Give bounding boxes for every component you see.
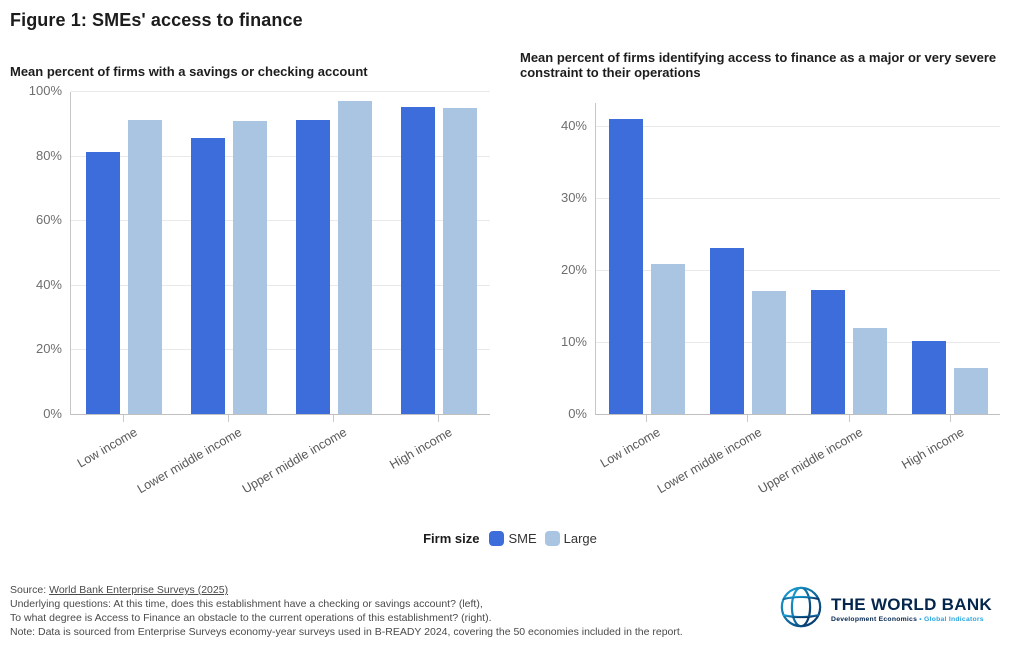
x-category-label: Lower middle income: [654, 425, 764, 497]
y-axis-tick-label: 10%: [560, 333, 587, 349]
x-category-label: Upper middle income: [755, 425, 866, 497]
sme-swatch-icon: [489, 531, 505, 546]
bar-sme-1: [709, 248, 744, 414]
x-axis-tick: [646, 415, 648, 422]
logo-text: THE WORLD BANK Development Economics • G…: [831, 596, 992, 623]
note-line: Note: Data is sourced from Enterprise Su…: [10, 625, 683, 638]
bar-large-0: [650, 264, 685, 414]
bar-large-3: [954, 367, 989, 414]
y-axis-tick-label: 0%: [43, 406, 62, 421]
x-axis-tick: [333, 415, 334, 422]
x-axis-tick: [123, 415, 124, 422]
gridline: [596, 269, 1000, 271]
bar-large-2: [853, 328, 888, 414]
x-category-label: Low income: [74, 425, 140, 471]
x-axis-tick: [949, 415, 951, 422]
source-link[interactable]: World Bank Enterprise Surveys (2025): [49, 584, 229, 596]
y-axis-tick-label: 20%: [560, 261, 587, 277]
logo-name: THE WORLD BANK: [831, 595, 992, 614]
y-axis-tick-label: 100%: [28, 83, 62, 98]
tagline-bullet: •: [919, 616, 922, 623]
bar-sme-0: [85, 152, 120, 414]
gridline: [71, 284, 490, 286]
bar-sme-3: [400, 107, 435, 414]
y-axis-tick-label: 0%: [568, 406, 587, 421]
gridline: [596, 197, 1000, 199]
bar-sme-2: [811, 290, 846, 414]
tagline-right: Global Indicators: [924, 616, 984, 623]
gridline: [71, 155, 490, 157]
bar-sme-0: [608, 118, 643, 414]
bar-sme-3: [912, 341, 947, 414]
y-axis-tick-label: 40%: [560, 117, 587, 133]
right-chart-title: Mean percent of firms identifying access…: [520, 50, 997, 81]
y-axis-tick-label: 40%: [35, 276, 62, 292]
bar-large-3: [442, 108, 477, 414]
bar-sme-1: [190, 137, 225, 414]
world-bank-logo: THE WORLD BANK Development Economics • G…: [778, 584, 992, 635]
y-axis-tick-label: 80%: [35, 147, 62, 163]
x-category-label: Upper middle income: [240, 425, 350, 497]
y-axis-tick-label: 20%: [35, 341, 62, 357]
source-prefix: Source:: [10, 584, 50, 596]
underlying-question-line-1: Underlying questions: At this time, does…: [10, 597, 483, 610]
y-axis-tick-label: 60%: [35, 212, 62, 228]
gridline: [71, 220, 490, 222]
gridline: [596, 341, 1000, 343]
x-axis-tick: [228, 415, 229, 422]
bar-large-1: [751, 290, 786, 414]
bar-large-0: [127, 120, 162, 414]
right-chart-plot: 0% 10% 20% 30% 40% Low income Lower middle inc…: [561, 103, 1000, 496]
figure-title: Figure 1: SMEs' access to finance: [10, 10, 303, 30]
footer-notes: Source: World Bank Enterprise Surveys (2…: [10, 584, 683, 640]
x-axis-tick: [848, 415, 850, 422]
x-category-label: High income: [899, 425, 967, 472]
world-bank-globe-icon: [778, 584, 824, 635]
legend-item-label: Large: [563, 531, 597, 546]
y-axis-tick-label: 30%: [560, 189, 587, 205]
underlying-question-line-2: To what degree is Access to Finance an o…: [10, 611, 492, 624]
legend-title: Firm size: [423, 531, 480, 546]
bar-large-2: [337, 101, 372, 414]
legend: Firm size SME Large: [0, 531, 1020, 546]
x-axis-tick: [438, 415, 439, 422]
legend-item-sme: SME: [489, 531, 537, 546]
gridline: [71, 349, 490, 351]
left-chart-title: Mean percent of firms with a savings or …: [10, 64, 368, 79]
legend-item-large: Large: [544, 531, 597, 546]
left-chart-plot: 0% 20% 40% 60% 80% 100% Low income Lower middle…: [29, 84, 490, 496]
bar-large-1: [232, 120, 267, 414]
x-category-label: Low income: [597, 425, 663, 471]
logo-tagline: Development Economics • Global Indicator…: [831, 616, 992, 623]
gridline: [596, 125, 1000, 127]
x-axis-tick: [747, 415, 749, 422]
source-line: Source: World Bank Enterprise Surveys (2…: [10, 584, 683, 598]
large-swatch-icon: [544, 531, 560, 546]
x-category-label: High income: [387, 425, 455, 472]
x-category-label: Lower middle income: [135, 425, 245, 497]
tagline-left: Development Economics: [831, 616, 918, 623]
legend-item-label: SME: [508, 531, 537, 546]
gridline: [71, 91, 490, 92]
bar-sme-2: [295, 120, 330, 414]
